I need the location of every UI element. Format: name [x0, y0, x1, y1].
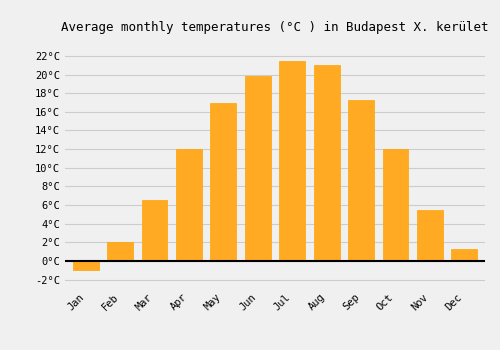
- Bar: [348, 100, 374, 261]
- Bar: [280, 61, 305, 261]
- Bar: [210, 103, 236, 261]
- Bar: [176, 149, 202, 261]
- Bar: [107, 242, 133, 261]
- Bar: [452, 249, 477, 261]
- Title: Average monthly temperatures (°C ) in Budapest X. kerület: Average monthly temperatures (°C ) in Bu…: [61, 21, 489, 34]
- Bar: [142, 200, 168, 261]
- Bar: [382, 149, 408, 261]
- Bar: [314, 65, 340, 261]
- Bar: [245, 76, 270, 261]
- Bar: [72, 261, 99, 270]
- Bar: [417, 210, 443, 261]
